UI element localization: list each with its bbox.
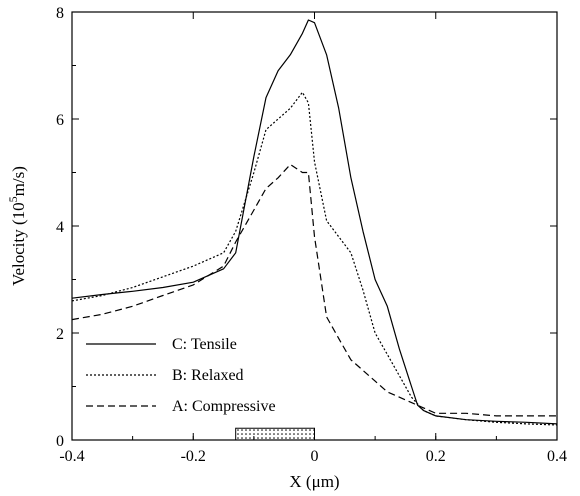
x-axis-label: X (μm): [289, 472, 339, 491]
legend-label-1: C: Tensile: [172, 336, 237, 353]
plot-layer: [71, 19, 558, 441]
gate-region: [235, 427, 315, 441]
series-line-2: [71, 91, 558, 426]
legend-label-2: B: Relaxed: [172, 367, 244, 384]
series-line-1: [71, 19, 558, 425]
x-tick-label: 0: [311, 448, 319, 465]
y-tick-label: 2: [56, 326, 64, 343]
legend: C: Tensile B: Relaxed A: Compressive: [86, 336, 276, 415]
x-tick-label: -0.4: [59, 448, 84, 465]
legend-label-3: A: Compressive: [172, 398, 276, 415]
y-tick-label: 6: [56, 112, 64, 129]
y-tick-label: 4: [56, 219, 64, 236]
y-tick-label: 0: [56, 433, 64, 450]
series-line-3: [71, 163, 557, 417]
plot-frame: [71, 11, 558, 441]
y-tick-label: 8: [56, 5, 64, 22]
x-tick-label: -0.2: [181, 448, 206, 465]
axes-layer: -0.4 -0.2 0 0.2 0.4 0 2 4 6 8: [56, 5, 567, 465]
x-tick-label: 0.4: [547, 448, 567, 465]
x-tick-label: 0.2: [426, 448, 446, 465]
y-axis-label: Velocity (105m/s): [6, 166, 28, 286]
